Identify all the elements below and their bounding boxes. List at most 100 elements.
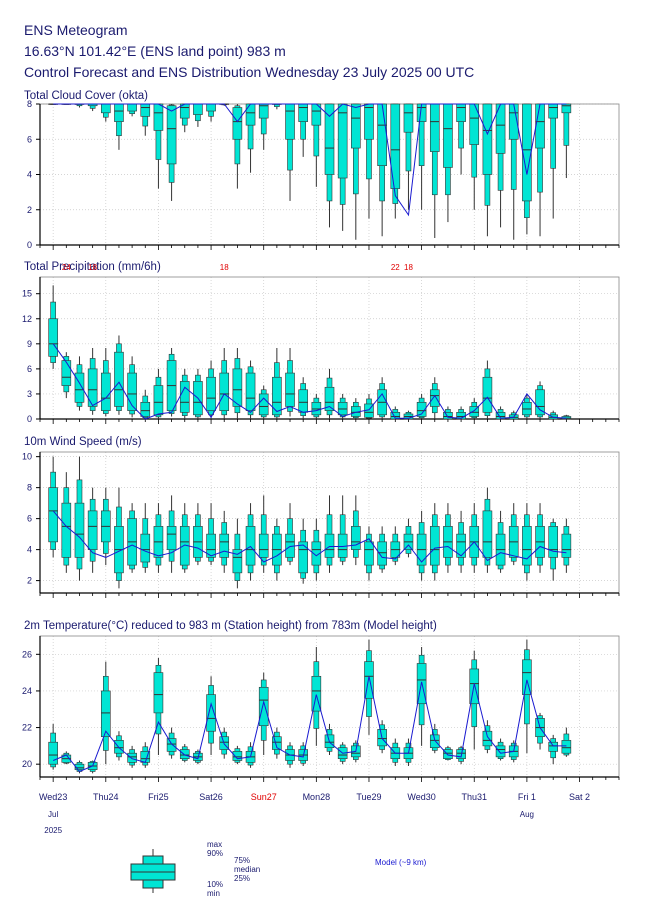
day-label: Fri25 [148,792,169,802]
ens-box [364,103,374,219]
ens-inner-box [416,401,427,417]
model-line [52,510,567,563]
ens-inner-box [219,372,230,411]
ens-box [166,348,177,417]
day-label: Mon28 [303,792,331,802]
ens-box [416,103,427,210]
ens-inner-box [114,351,124,407]
y-tick-label: 2 [27,576,32,586]
ens-box [74,356,85,411]
ens-box [272,103,282,110]
ens-inner-box [429,103,440,152]
ens-box [232,348,243,419]
ens-box [272,518,282,581]
ens-inner-box [61,502,72,558]
ens-inner-box [193,103,203,115]
ens-inner-box [100,372,111,411]
ens-box [127,745,137,768]
ens-box [87,487,98,573]
ens-inner-box [258,686,269,727]
ens-inner-box [74,763,85,770]
precip-max-annotation: 18 [88,263,97,272]
ens-inner-box [522,103,532,202]
legend-max: max [207,840,222,849]
y-tick-label: 22 [22,723,32,733]
ens-box [285,503,295,566]
day-label: Sat 2 [569,792,590,802]
ens-inner-box [482,376,493,413]
y-tick-label: 4 [27,170,32,180]
ens-box [272,348,282,419]
ens-inner-box [140,533,151,563]
ens-box [508,503,519,566]
ens-box [48,723,58,770]
day-label: Sun27 [251,792,277,802]
ens-box [548,734,559,765]
ens-box [206,503,216,566]
ens-inner-box [74,502,85,558]
y-tick-label: 9 [27,339,32,349]
ens-box [100,661,111,765]
ens-inner-box [48,741,58,765]
month-label-jul: Jul [48,810,58,819]
ens-box [535,103,545,237]
ens-box [193,503,203,566]
ens-box [166,495,177,573]
model-line [52,343,567,420]
day-label: Wed23 [39,792,67,802]
ens-inner-box [561,740,572,754]
panel-title: 2m Temperature(°C) reduced to 983 m (Sta… [24,620,437,632]
y-tick-label: 3 [27,389,32,399]
ens-box [61,352,72,399]
ens-box [390,526,401,566]
ens-box [100,348,111,417]
ens-inner-box [429,389,440,407]
ens-box [561,727,572,757]
y-tick-label: 24 [22,686,32,696]
ens-box [456,510,466,573]
ens-inner-box [272,736,282,750]
panel-frame [39,635,620,778]
legend-median-label: median [234,865,260,874]
ens-box [140,503,151,573]
ens-box [298,518,308,584]
ens-inner-box [324,386,335,411]
ens-inner-box [245,526,256,566]
ens-inner-box [272,376,282,416]
ens-box [377,526,387,573]
legend-p25: 25% [234,874,250,883]
ens-inner-box [443,103,453,168]
ens-box [495,738,506,761]
ens-box [153,103,164,189]
ens-inner-box [153,672,164,714]
ens-box [337,103,348,231]
ens-box [522,639,532,754]
ens-box [535,503,545,573]
ens-box [100,487,111,566]
ens-box [311,393,322,419]
ens-box [245,103,256,173]
ens-box [74,103,85,108]
ens-inner-box [100,690,111,738]
ens-inner-box [87,510,98,550]
ens-inner-box [364,661,374,699]
ens-inner-box [324,103,335,175]
y-tick-label: 0 [27,414,32,424]
day-label: Thu31 [461,792,487,802]
ens-inner-box [153,385,164,416]
ens-inner-box [206,376,216,411]
ens-box [166,104,177,201]
ens-inner-box [285,372,295,407]
ens-inner-box [179,381,190,413]
ens-box [179,503,190,573]
legend-p10: 10% [207,880,223,889]
ens-inner-box [482,103,493,175]
ens-box [245,360,256,419]
day-label: Wed30 [407,792,435,802]
ens-inner-box [429,526,440,566]
y-tick-label: 8 [27,483,32,493]
ens-box [403,410,414,420]
ens-inner-box [166,738,177,752]
ens-inner-box [114,103,124,122]
ens-inner-box [258,533,269,558]
